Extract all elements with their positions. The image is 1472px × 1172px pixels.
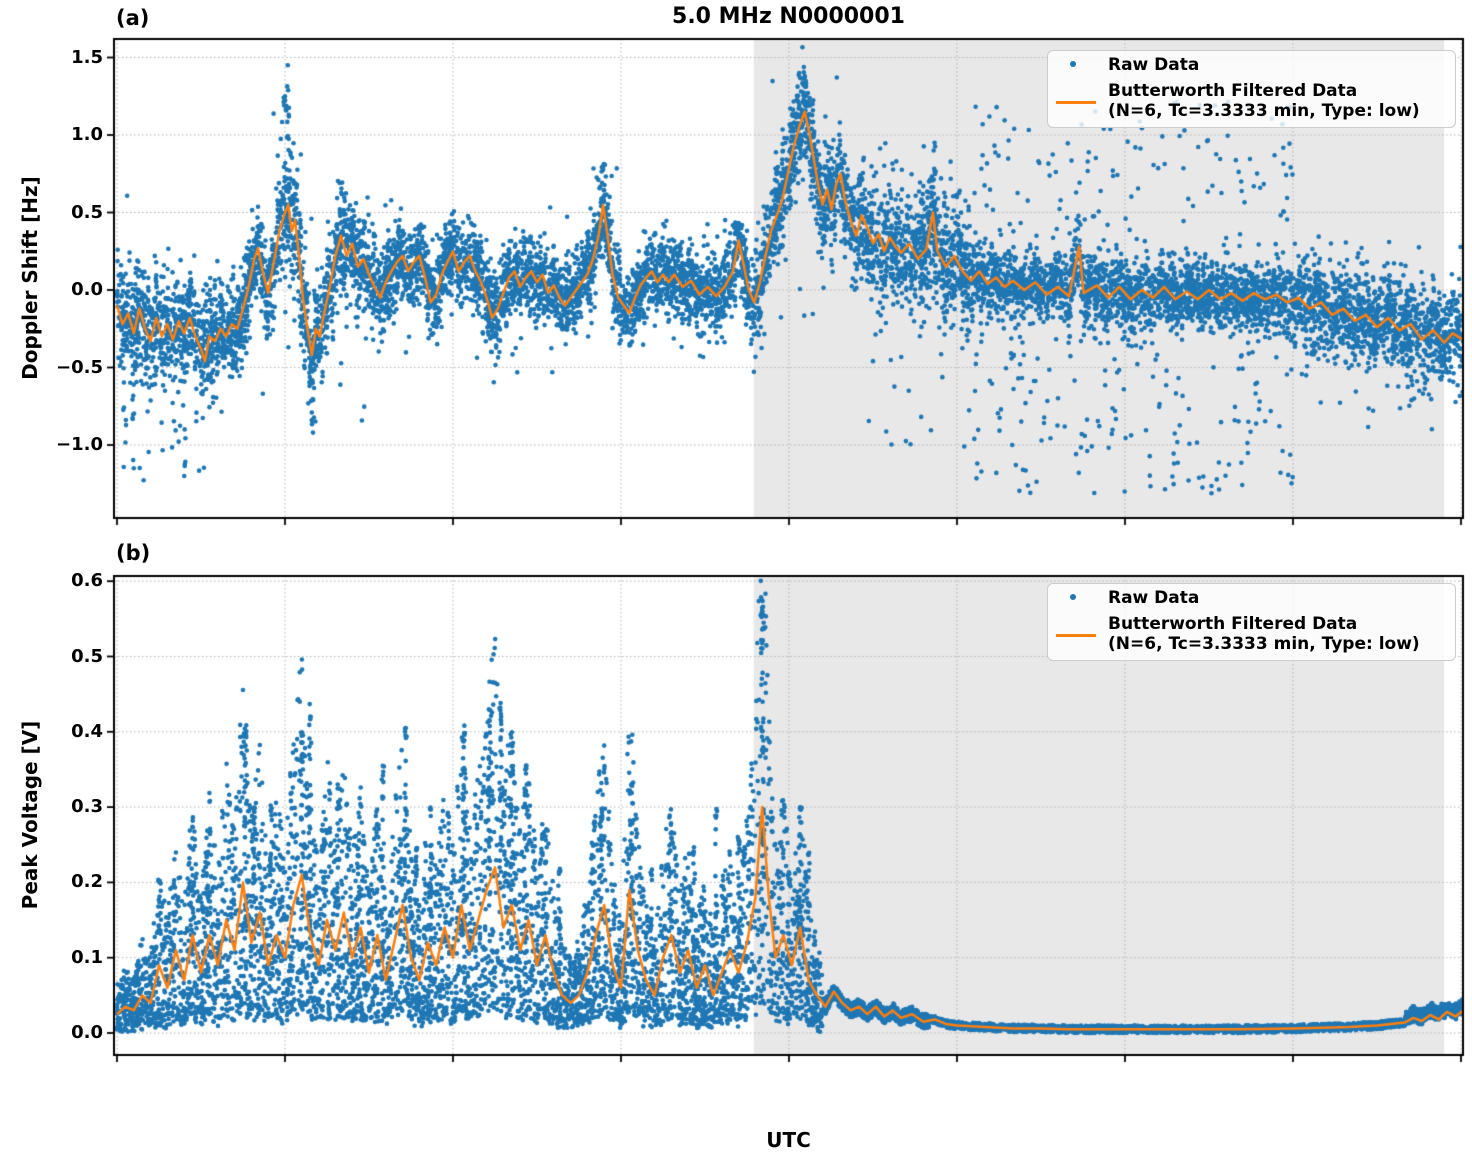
legend-filtered-label-line2: (N=6, Tc=3.3333 min, Type: low) bbox=[1108, 634, 1420, 654]
y-tick-label-a: 1.5 bbox=[71, 46, 103, 68]
filtered-line-icon bbox=[1056, 101, 1096, 104]
y-tick-label-a: −0.5 bbox=[56, 356, 103, 378]
legend-filtered-label-line1: Butterworth Filtered Data bbox=[1108, 81, 1358, 101]
y-tick-label-b: 0.4 bbox=[71, 720, 103, 742]
legend-panel-a: Raw Data Butterworth Filtered Data (N=6,… bbox=[1047, 50, 1456, 128]
legend-filtered-label-line1: Butterworth Filtered Data bbox=[1108, 614, 1358, 634]
y-tick-label-a: −1.0 bbox=[56, 434, 103, 455]
raw-data-marker-icon bbox=[1070, 594, 1076, 600]
y-tick-label-b: 0.6 bbox=[71, 570, 103, 592]
filtered-line-icon bbox=[1056, 634, 1096, 637]
legend-raw-label: Raw Data bbox=[1108, 588, 1200, 608]
panel-b-letter: (b) bbox=[116, 541, 151, 565]
y-tick-label-b: 0.2 bbox=[71, 871, 103, 893]
raw-data-marker-icon bbox=[1070, 61, 1076, 67]
y-tick-label-b: 0.0 bbox=[71, 1022, 103, 1043]
legend-panel-b: Raw Data Butterworth Filtered Data (N=6,… bbox=[1047, 583, 1456, 661]
x-axis-label: UTC bbox=[766, 1128, 811, 1152]
legend-raw-label: Raw Data bbox=[1108, 55, 1200, 75]
y-tick-label-b: 0.5 bbox=[71, 645, 103, 667]
y-tick-label-a: 0.5 bbox=[71, 201, 103, 223]
y-tick-label-b: 0.3 bbox=[71, 796, 103, 818]
legend-filtered-label-line2: (N=6, Tc=3.3333 min, Type: low) bbox=[1108, 101, 1420, 121]
figure-title: 5.0 MHz N0000001 bbox=[672, 4, 905, 29]
panel-a-letter: (a) bbox=[116, 6, 150, 30]
y-tick-label-a: 0.0 bbox=[71, 279, 103, 300]
y-tick-label-b: 0.1 bbox=[71, 946, 103, 968]
y-tick-label-a: 1.0 bbox=[71, 124, 103, 145]
